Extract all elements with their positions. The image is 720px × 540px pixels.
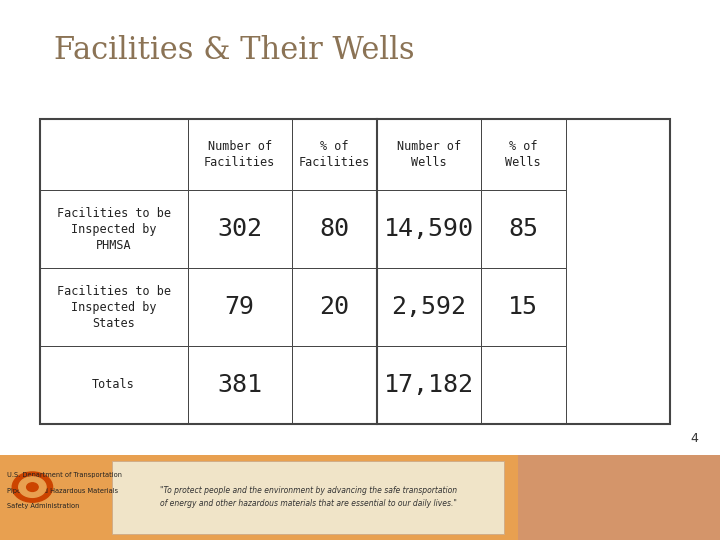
Text: 17,182: 17,182 [384,373,474,397]
Bar [188,346,292,424]
Text: Facilities to be
Inspected by
PHMSA: Facilities to be Inspected by PHMSA [57,207,171,252]
Text: Number of
Wells: Number of Wells [397,140,461,169]
Text: % of
Facilities: % of Facilities [299,140,370,169]
Bar [666,430,720,455]
Text: Safety Administration: Safety Administration [7,503,80,509]
Bar [292,346,377,424]
Bar [518,455,720,540]
Bar [481,119,566,191]
Text: U.S. Department of Transportation: U.S. Department of Transportation [7,472,122,478]
Text: 2,592: 2,592 [391,295,466,319]
Text: 302: 302 [217,218,262,241]
Bar [292,119,377,191]
Bar [40,119,188,191]
Bar [377,191,481,268]
Bar [0,455,720,540]
Text: 15: 15 [508,295,538,319]
Text: Facilities to be
Inspected by
States: Facilities to be Inspected by States [57,285,171,330]
Text: % of
Wells: % of Wells [505,140,541,169]
Bar [377,346,481,424]
Bar [481,346,566,424]
Bar [481,191,566,268]
Bar [188,268,292,346]
Bar [377,268,481,346]
Text: 80: 80 [319,218,349,241]
Text: 79: 79 [225,295,255,319]
Bar [377,119,481,191]
Bar [40,119,670,424]
Circle shape [12,472,53,502]
Circle shape [19,477,46,497]
FancyBboxPatch shape [112,461,504,534]
Text: 4: 4 [691,432,698,445]
Text: Totals: Totals [92,379,135,392]
Text: 20: 20 [319,295,349,319]
Circle shape [27,483,38,491]
Text: "To protect people and the environment by advancing the safe transportation
of e: "To protect people and the environment b… [160,486,456,509]
Bar [292,268,377,346]
Bar [188,191,292,268]
Text: Facilities & Their Wells: Facilities & Their Wells [54,35,415,66]
Bar [40,346,188,424]
Text: Pipeline and Hazardous Materials: Pipeline and Hazardous Materials [7,488,118,495]
Text: 381: 381 [217,373,262,397]
Bar [40,268,188,346]
Bar [188,119,292,191]
Bar [481,268,566,346]
Text: 14,590: 14,590 [384,218,474,241]
Bar [40,191,188,268]
Text: 85: 85 [508,218,538,241]
Text: Number of
Facilities: Number of Facilities [204,140,275,169]
Bar [292,191,377,268]
